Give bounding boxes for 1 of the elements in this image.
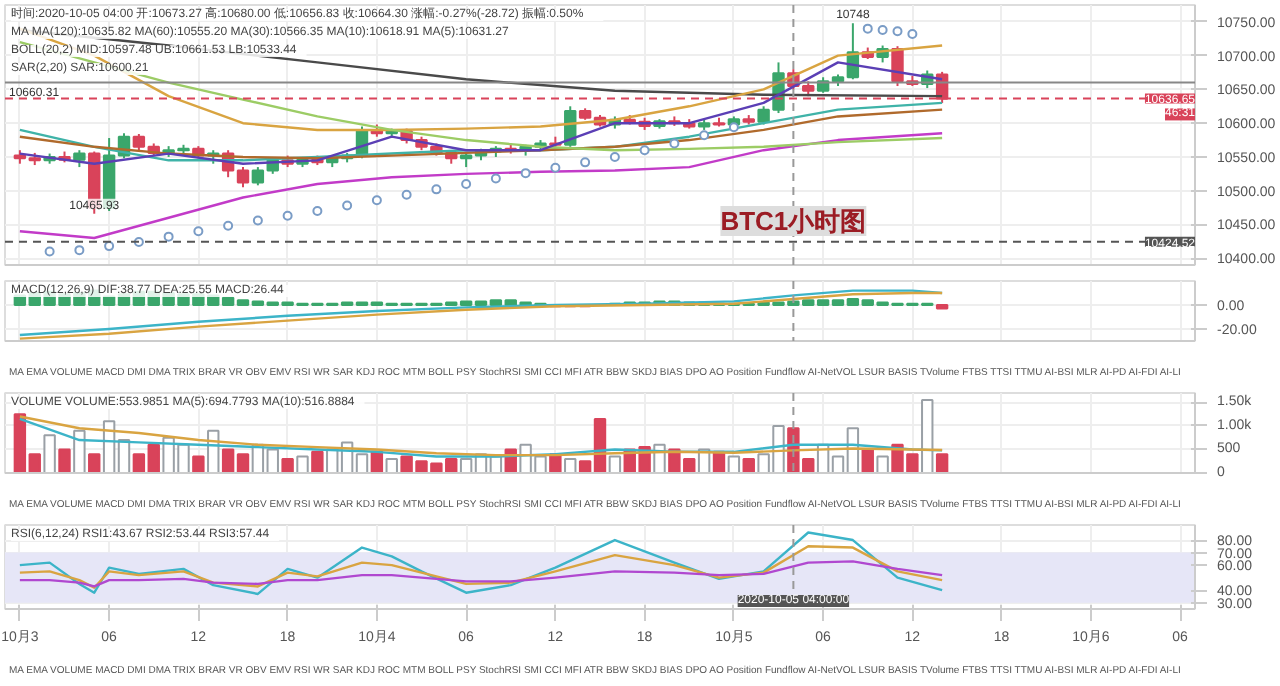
annotation: BTC1小时图 (720, 206, 867, 237)
